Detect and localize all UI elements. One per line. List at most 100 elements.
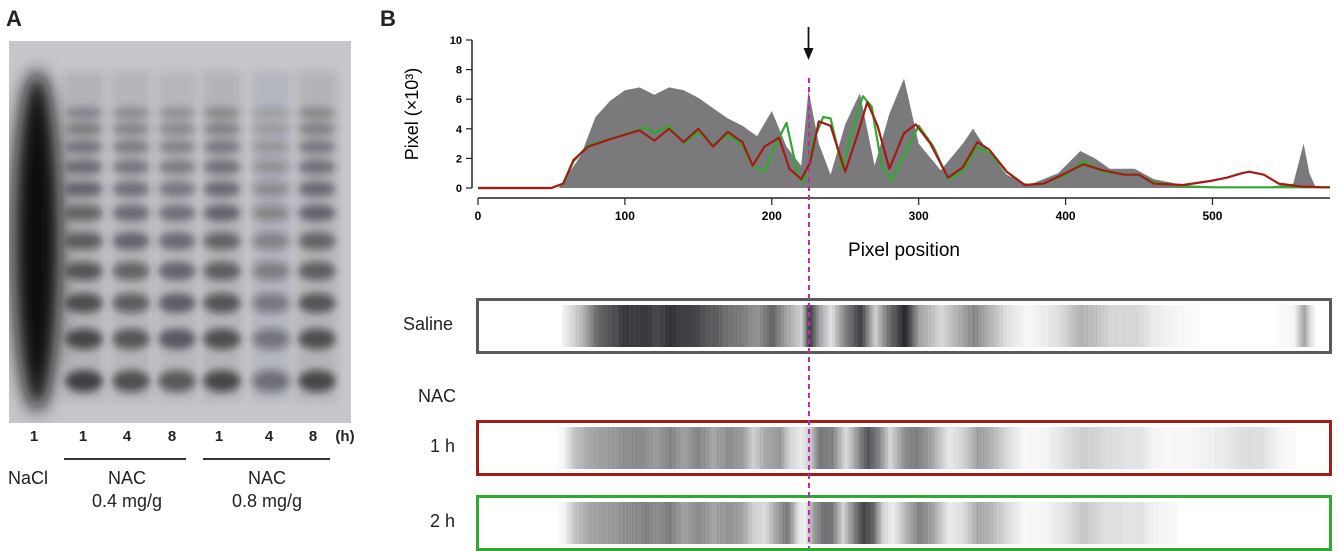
strip-nac-1h-bands xyxy=(563,427,1288,469)
strip-band-slice xyxy=(832,427,834,469)
strip-band-slice xyxy=(968,305,971,347)
strip-band-slice xyxy=(911,502,913,544)
strip-band-slice xyxy=(1133,427,1135,469)
strip-band-slice xyxy=(846,305,849,347)
strip-band-slice xyxy=(1191,427,1194,469)
strip-band-slice xyxy=(1247,427,1250,469)
strip-band-slice xyxy=(742,427,744,469)
strip-band-slice xyxy=(1286,427,1288,469)
strip-band-slice xyxy=(1102,502,1104,544)
strip-band-slice xyxy=(1021,305,1024,347)
strip-band-slice xyxy=(1035,502,1037,544)
strip-band-slice xyxy=(572,427,574,469)
strip-band-slice xyxy=(1280,305,1282,347)
strip-band-slice xyxy=(1015,502,1018,544)
strip-band-slice xyxy=(1176,427,1178,469)
strip-band-slice xyxy=(721,427,724,469)
strip-band-slice xyxy=(763,427,765,469)
strip-band-slice xyxy=(1065,305,1068,347)
strip-band-slice xyxy=(580,502,583,544)
strip-band-slice xyxy=(585,502,587,544)
strip-band-slice xyxy=(1097,502,1100,544)
strip-band-slice xyxy=(870,305,872,347)
strip-band-slice xyxy=(1180,427,1182,469)
x-tick-label: 100 xyxy=(615,209,635,223)
strip-band-slice xyxy=(604,305,606,347)
strip-band-slice xyxy=(1072,305,1075,347)
strip-band-slice xyxy=(1117,427,1119,469)
strip-band-slice xyxy=(743,502,746,544)
strip-band-slice xyxy=(927,305,930,347)
strip-band-slice xyxy=(564,305,567,347)
strip-band-slice xyxy=(1121,305,1123,347)
strip-band-slice xyxy=(1290,305,1292,347)
strip-band-slice xyxy=(1171,305,1173,347)
strip-band-slice xyxy=(821,502,824,544)
strip-band-slice xyxy=(1015,305,1018,347)
strip-band-slice xyxy=(642,502,645,544)
strip-band-slice xyxy=(851,502,853,544)
strip-band-slice xyxy=(943,427,946,469)
strip-band-slice xyxy=(801,502,803,544)
strip-band-slice xyxy=(940,502,943,544)
strip-band-slice xyxy=(1282,427,1284,469)
strip-band-slice xyxy=(601,305,603,347)
strip-band-slice xyxy=(1018,305,1021,347)
strip-band-slice xyxy=(948,305,950,347)
strip-band-slice xyxy=(646,305,649,347)
strip-band-slice xyxy=(974,305,977,347)
strip-band-slice xyxy=(990,502,993,544)
strip-band-slice xyxy=(785,305,787,347)
strip-band-slice xyxy=(992,305,994,347)
strip-band-slice xyxy=(779,427,781,469)
strip-band-slice xyxy=(1155,427,1157,469)
strip-band-slice xyxy=(780,305,783,347)
strip-band-slice xyxy=(646,427,649,469)
strip-band-slice xyxy=(1117,502,1119,544)
strip-band-slice xyxy=(843,502,846,544)
strip-band-slice xyxy=(854,305,856,347)
strip-band-slice xyxy=(652,502,655,544)
strip-band-slice xyxy=(933,502,935,544)
strip-band-slice xyxy=(882,502,884,544)
strip-band-slice xyxy=(859,427,862,469)
strip-band-slice xyxy=(1115,427,1118,469)
strip-saline-bands xyxy=(561,305,1316,347)
strip-band-slice xyxy=(1068,502,1071,544)
strip-band-slice xyxy=(693,305,696,347)
strip-band-slice xyxy=(830,427,833,469)
strip-band-slice xyxy=(763,305,765,347)
strip-band-slice xyxy=(984,427,987,469)
strip-band-slice xyxy=(810,427,812,469)
strip-band-slice xyxy=(1062,502,1065,544)
strip-band-slice xyxy=(868,427,871,469)
strip-band-slice xyxy=(1109,502,1112,544)
strip-band-slice xyxy=(742,502,744,544)
strip-band-slice xyxy=(604,427,606,469)
strip-label-1h: 1 h xyxy=(430,436,456,456)
strip-band-slice xyxy=(1258,427,1260,469)
strip-band-slice xyxy=(823,305,825,347)
strip-band-slice xyxy=(598,427,601,469)
strip-band-slice xyxy=(1023,305,1025,347)
strip-band-slice xyxy=(591,427,593,469)
strip-band-slice xyxy=(720,427,722,469)
strip-band-slice xyxy=(594,305,596,347)
strip-band-slice xyxy=(924,427,927,469)
strip-band-slice xyxy=(1106,502,1109,544)
strip-band-slice xyxy=(768,502,771,544)
strip-band-slice xyxy=(946,427,949,469)
strip-band-slice xyxy=(1139,305,1141,347)
strip-band-slice xyxy=(1077,502,1079,544)
strip-band-slice xyxy=(1211,427,1213,469)
strip-band-slice xyxy=(955,502,957,544)
strip-band-slice xyxy=(948,502,950,544)
lane-label-6: 4 xyxy=(264,428,274,445)
strip-band-slice xyxy=(977,427,979,469)
strip-band-slice xyxy=(852,502,855,544)
strip-band-slice xyxy=(630,427,633,469)
strip-band-slice xyxy=(713,502,715,544)
strip-band-slice xyxy=(745,427,747,469)
strip-band-slice xyxy=(786,305,789,347)
strip-band-slice xyxy=(820,427,822,469)
